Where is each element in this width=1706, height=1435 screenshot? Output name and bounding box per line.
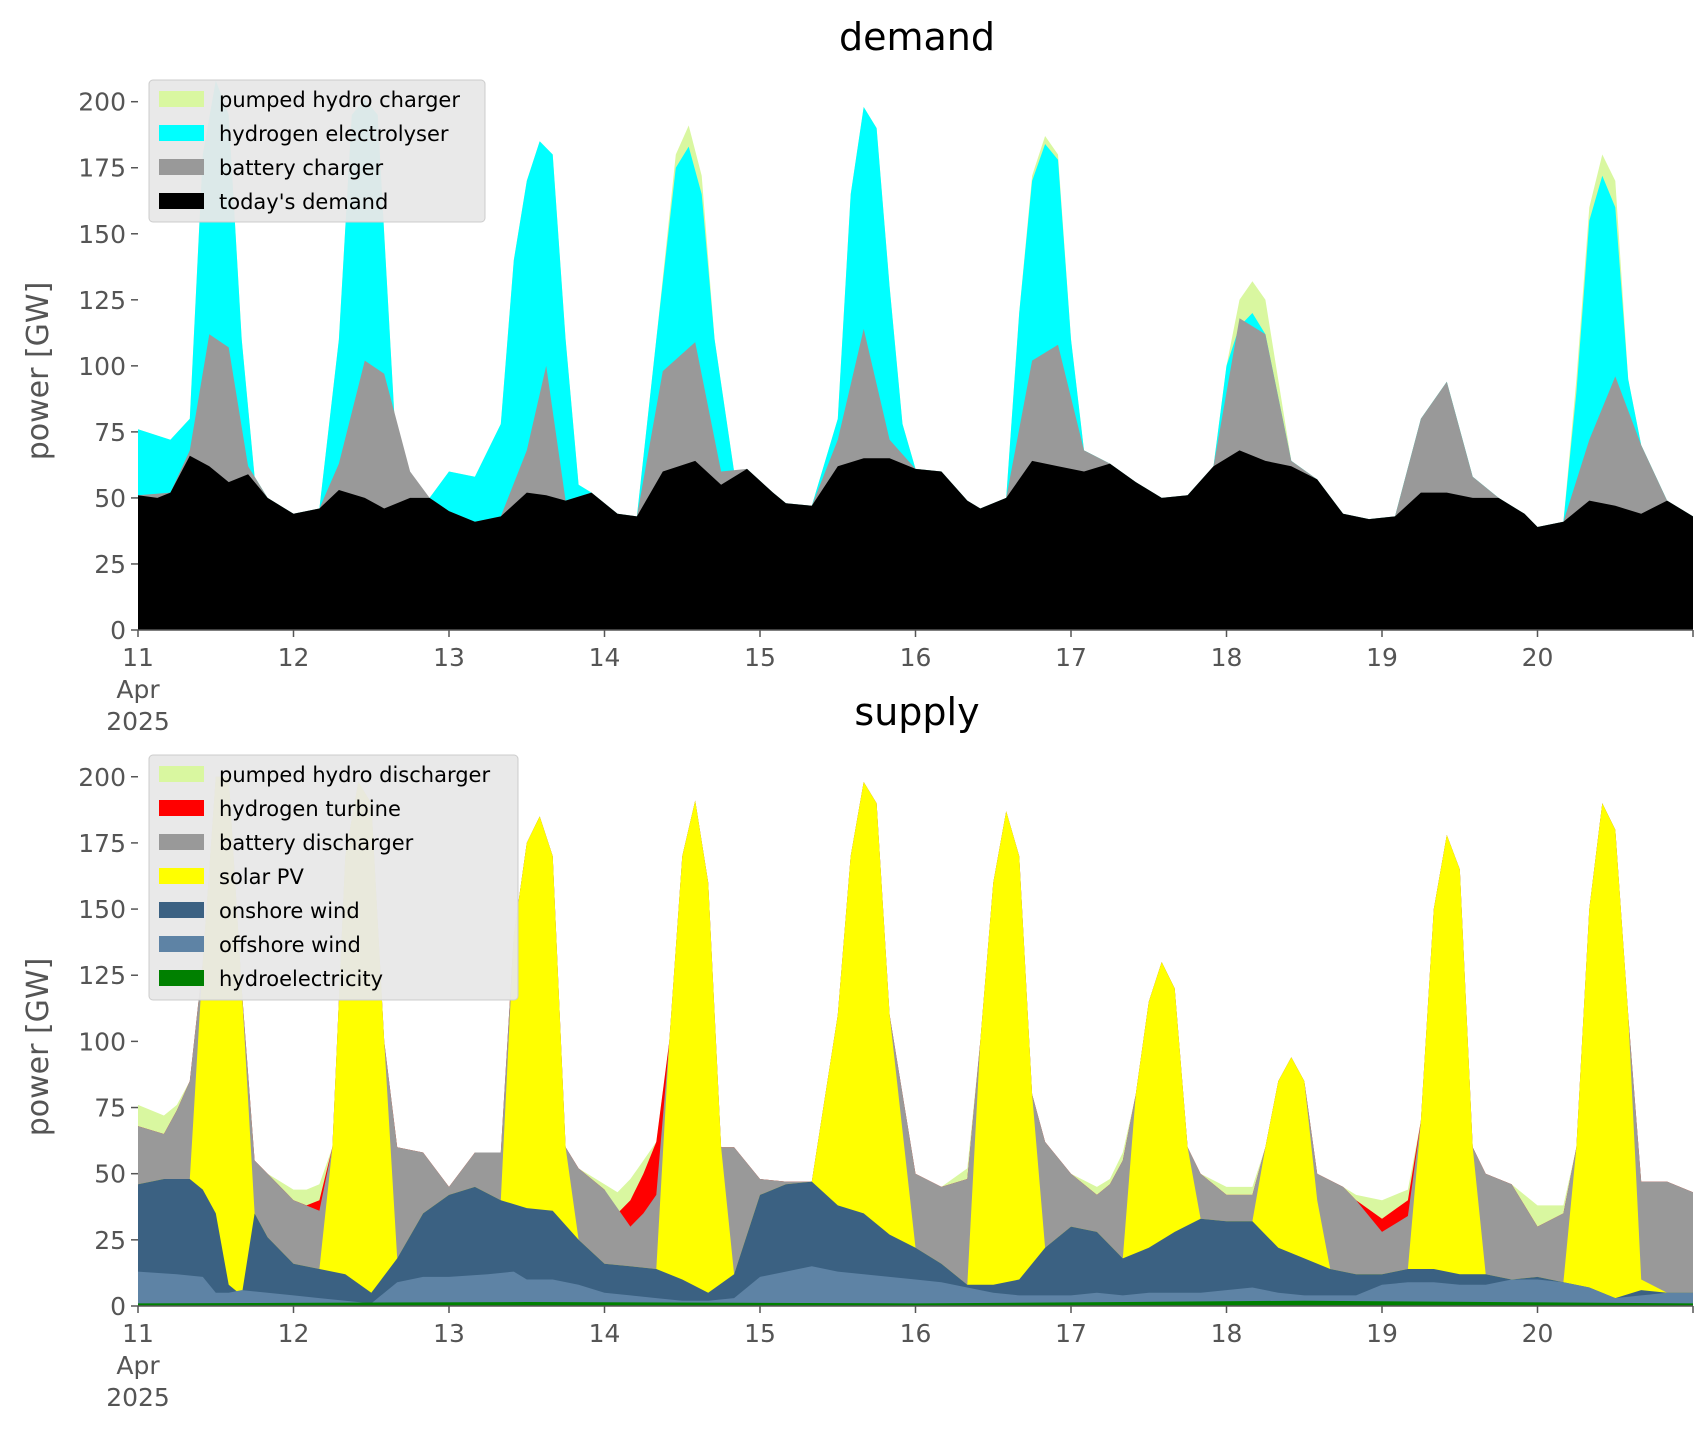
supply-area-solar-pv [138,776,1693,1306]
supply-area-onshore-wind [138,1179,1693,1306]
supply-legend-swatch-battery-discharger [159,834,204,850]
demand-x-tick-label: 2025 [106,707,170,736]
supply-legend-swatch-solar-pv [159,868,204,884]
demand-legend-box [148,79,486,223]
demand-x-tick-label: 13 [433,643,465,672]
supply-x-tick-label: 13 [433,1319,465,1348]
supply-y-tick-label: 50 [94,1160,126,1189]
supply-legend-label-onshore-wind: onshore wind [219,899,360,923]
supply-y-tick-label: 75 [94,1094,126,1123]
supply-y-tick-label: 100 [78,1027,126,1056]
demand-y-tick-label: 75 [94,418,126,447]
demand-y-tick-label: 25 [94,550,126,579]
demand-y-tick-label: 100 [78,352,126,381]
supply-legend: pumped hydro discharger hydrogen turbine b… [148,754,519,1001]
demand-chart: demand power [GW] 0 25 50 75 100 125 150 175 200… [21,15,1694,736]
demand-y-tick-label: 125 [78,286,126,315]
supply-legend-label-hydrogen-turbine: hydrogen turbine [219,797,401,821]
demand-x-tick-label: 17 [1055,643,1087,672]
supply-legend-swatch-offshore-wind [159,936,204,952]
demand-x-tick-label: 19 [1366,643,1398,672]
supply-x-tick-label: 11 [122,1319,154,1348]
supply-legend-label-hydroelectricity: hydroelectricity [219,967,383,991]
demand-y-tick-label: 200 [78,88,126,117]
demand-legend-swatch-pumped-hydro-charger [159,91,204,107]
demand-area-today-s-demand [138,450,1693,630]
supply-area-hydroelectricity [138,1300,1693,1306]
demand-axes: 0 25 50 75 100 125 150 175 200 11 Apr 2025 12 13 14 15 1… [78,88,1694,736]
demand-legend-label-hydrogen-electrolyser: hydrogen electrolyser [219,122,449,146]
supply-chart-title: supply [854,690,979,734]
demand-legend-swatch-today-s-demand [159,193,204,209]
demand-legend: pumped hydro charger hydrogen electrolyse… [148,79,486,223]
supply-y-tick-label: 25 [94,1226,126,1255]
demand-x-tick-label: 20 [1522,643,1554,672]
demand-y-tick-label: 0 [110,616,126,645]
supply-legend-label-solar-pv: solar PV [219,865,304,889]
supply-legend-label-pumped-hydro-discharger: pumped hydro discharger [219,763,490,787]
demand-x-tick-label: 16 [900,643,932,672]
demand-x-tick-label: 15 [744,643,776,672]
demand-legend-swatch-hydrogen-electrolyser [159,125,204,141]
supply-x-tick-label: Apr [116,1351,160,1380]
supply-legend-swatch-pumped-hydro-discharger [159,766,204,782]
supply-legend-box [148,754,519,1001]
supply-x-tick-label: 16 [900,1319,932,1348]
supply-x-tick-label: 18 [1211,1319,1243,1348]
demand-legend-label-today-s-demand: today's demand [219,190,388,214]
supply-axes: 0 25 50 75 100 125 150 175 200 11 Apr 2025 12 13 14 15 1… [78,763,1694,1412]
supply-x-tick-label: 12 [278,1319,310,1348]
demand-chart-title: demand [839,15,995,59]
demand-x-tick-label: 18 [1211,643,1243,672]
supply-chart: supply power [GW] 0 25 50 75 100 125 150 175 200… [21,690,1694,1412]
supply-y-tick-label: 175 [78,829,126,858]
supply-legend-swatch-onshore-wind [159,902,204,918]
demand-x-tick-label: Apr [116,675,160,704]
supply-legend-swatch-hydroelectricity [159,970,204,986]
supply-y-tick-label: 200 [78,763,126,792]
demand-legend-label-battery-charger: battery charger [219,156,384,180]
demand-y-tick-label: 175 [78,154,126,183]
supply-y-tick-label: 150 [78,895,126,924]
supply-y-tick-label: 0 [110,1292,126,1321]
demand-x-tick-label: 12 [278,643,310,672]
demand-area-layers [138,80,1693,631]
supply-legend-swatch-hydrogen-turbine [159,800,204,816]
supply-area-layers [138,776,1693,1306]
demand-y-tick-label: 150 [78,220,126,249]
supply-y-axis-label: power [GW] [21,958,56,1137]
demand-y-tick-label: 50 [94,484,126,513]
supply-y-tick-label: 125 [78,961,126,990]
supply-x-tick-label: 15 [744,1319,776,1348]
supply-x-tick-label: 17 [1055,1319,1087,1348]
supply-legend-label-offshore-wind: offshore wind [219,933,361,957]
supply-x-tick-label: 20 [1522,1319,1554,1348]
supply-legend-label-battery-discharger: battery discharger [219,831,414,855]
demand-x-tick-label: 11 [122,643,154,672]
supply-x-tick-label: 14 [589,1319,621,1348]
supply-x-tick-label: 19 [1366,1319,1398,1348]
demand-legend-label-pumped-hydro-charger: pumped hydro charger [219,88,460,112]
demand-x-tick-label: 14 [589,643,621,672]
demand-legend-swatch-battery-charger [159,159,204,175]
demand-y-axis-label: power [GW] [21,282,56,461]
supply-x-tick-label: 2025 [106,1383,170,1412]
supply-area-offshore-wind [138,1266,1693,1306]
